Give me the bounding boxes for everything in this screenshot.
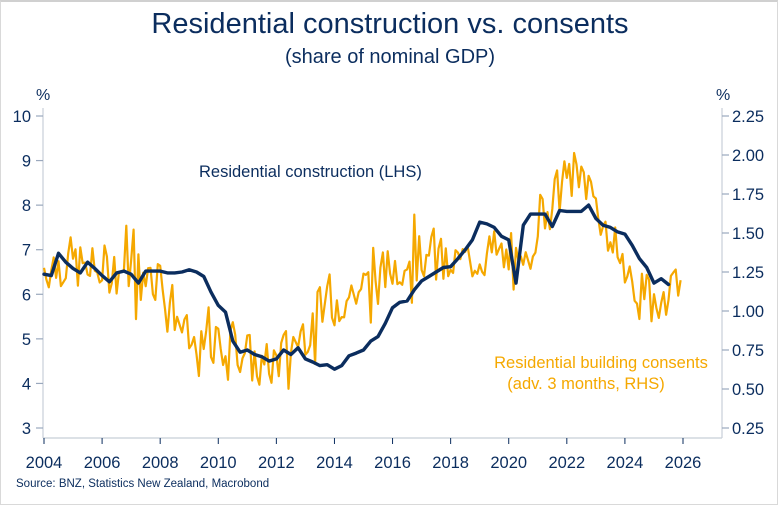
x-axis-tick-label: 2016 — [374, 454, 411, 472]
right-axis-tick-label: 2.25 — [732, 108, 764, 126]
x-axis-tick-label: 2010 — [200, 454, 237, 472]
x-axis-tick-label: 2018 — [432, 454, 469, 472]
left-axis-tick-label: 8 — [22, 197, 31, 215]
left-axis-tick-label: 4 — [22, 375, 31, 393]
construction-line — [42, 203, 671, 371]
x-axis-tick-label: 2008 — [142, 454, 179, 472]
left-axis-tick-label: 7 — [22, 242, 31, 260]
consents-series-label-line2: (adv. 3 months, RHS) — [507, 375, 664, 393]
right-axis-tick-label: 1.75 — [732, 186, 764, 204]
right-axis-tick-label: 2.00 — [732, 147, 764, 165]
x-axis-tick-label: 2006 — [84, 454, 121, 472]
right-axis-tick-label: 0.75 — [732, 342, 764, 360]
consents-series-label-line1: Residential building consents — [494, 354, 708, 372]
x-axis-tick-label: 2012 — [258, 454, 295, 472]
left-axis-tick-label: 10 — [13, 108, 31, 126]
x-axis-tick-label: 2004 — [26, 454, 63, 472]
left-axis-tick-label: 9 — [22, 153, 31, 171]
right-axis-tick-label: 1.25 — [732, 264, 764, 282]
x-axis-tick-label: 2026 — [665, 454, 702, 472]
right-axis-tick-label: 0.50 — [732, 381, 764, 399]
construction-series-label: Residential construction (LHS) — [199, 163, 422, 181]
right-axis-unit: % — [716, 87, 730, 104]
source-note: Source: BNZ, Statistics New Zealand, Mac… — [16, 478, 270, 490]
left-axis-tick-label: 6 — [22, 286, 31, 304]
x-axis-tick-label: 2022 — [548, 454, 585, 472]
right-axis-tick-label: 1.00 — [732, 303, 764, 321]
chart-subtitle: (share of nominal GDP) — [284, 46, 496, 68]
chart-title: Residential construction vs. consents — [151, 8, 629, 40]
right-axis-tick-label: 0.25 — [732, 420, 764, 438]
consents-line — [42, 151, 682, 390]
left-axis-tick-label: 5 — [22, 331, 31, 349]
x-axis-tick-label: 2014 — [316, 454, 353, 472]
right-axis-tick-label: 1.50 — [732, 225, 764, 243]
x-axis-tick-label: 2020 — [490, 454, 527, 472]
left-axis-unit: % — [36, 87, 50, 104]
left-axis-tick-label: 3 — [22, 420, 31, 438]
x-axis-tick-label: 2024 — [607, 454, 644, 472]
